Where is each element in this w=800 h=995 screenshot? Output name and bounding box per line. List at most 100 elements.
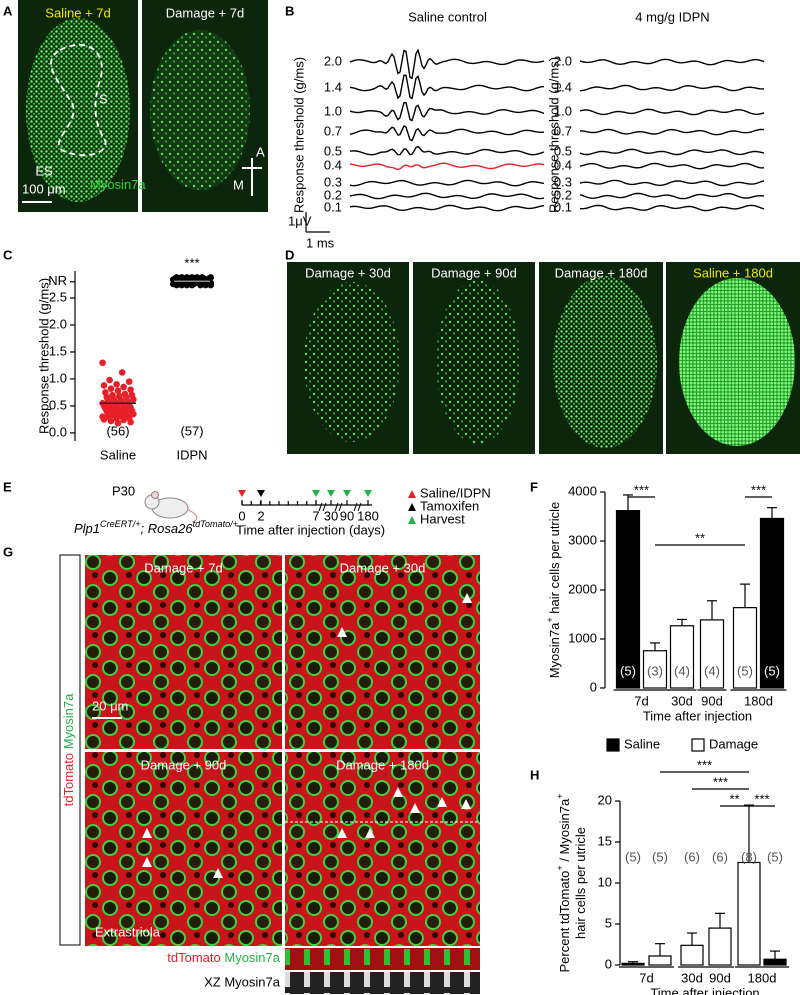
stain-label-part: Myosin7a — [90, 177, 146, 192]
condition-title: 4 mg/g IDPN — [635, 9, 709, 24]
trace — [579, 179, 765, 187]
trace — [579, 148, 765, 156]
legend-label: Harvest — [420, 511, 465, 526]
axis-label: Time after injection — [650, 985, 759, 995]
data-point — [100, 382, 108, 389]
event-marker — [327, 490, 335, 497]
axis-break — [334, 502, 343, 512]
trace — [579, 192, 765, 200]
image-title: Damage + 90d — [431, 265, 517, 280]
trace — [579, 128, 765, 136]
utricle-cells — [304, 282, 400, 442]
axis-label: Response threshold (g/ms) — [546, 57, 561, 213]
orientation-label: M — [233, 177, 244, 192]
trace — [579, 162, 765, 170]
axis-label-part: hair cells per utricle — [547, 502, 562, 618]
y-tick-label: 3000 — [568, 532, 597, 547]
legend-marker — [408, 490, 416, 498]
y-tick-label: 2000 — [568, 581, 597, 596]
micrograph — [285, 555, 480, 749]
level-label: 0.5 — [324, 143, 342, 158]
panel-letter: G — [3, 544, 13, 559]
image-title: Damage + 30d — [305, 265, 391, 280]
level-label: 0.3 — [554, 174, 572, 189]
image-title: Damage + 90d — [141, 757, 227, 772]
arrowhead — [393, 787, 403, 797]
data-point — [130, 396, 137, 403]
arrowhead — [213, 868, 223, 878]
y-tick-label: 2.0 — [49, 316, 67, 331]
y-tick-label: 0.5 — [49, 397, 67, 412]
n-label: (5) — [767, 849, 783, 864]
data-point — [100, 416, 108, 423]
image-title: Damage + 180d — [555, 265, 648, 280]
condition-title: Saline control — [408, 9, 487, 24]
y-tick-label: 0 — [590, 679, 597, 694]
genotype: Plp1CreERT/+; Rosa26tdTomato/+ — [74, 519, 238, 536]
significance: *** — [751, 482, 766, 497]
trace — [349, 48, 545, 80]
y-tick-label: 4000 — [568, 483, 597, 498]
axis-label-part: Myosin7a — [547, 622, 562, 678]
level-label: 0.2 — [554, 187, 572, 202]
y-tick-label: 5 — [605, 915, 612, 930]
significance: *** — [634, 482, 649, 497]
level-label: 0.3 — [324, 174, 342, 189]
utricle-cells — [553, 276, 657, 448]
arrowhead — [437, 797, 447, 807]
trace — [349, 74, 545, 100]
trace — [579, 108, 765, 116]
data-point — [127, 418, 134, 426]
data-point — [118, 369, 126, 376]
bar — [669, 625, 695, 689]
panel-letter: H — [530, 767, 539, 782]
panel-letter: A — [3, 3, 13, 18]
n-label: (57) — [180, 423, 203, 438]
region-label: S — [99, 91, 108, 106]
x-tick-label: 180d — [748, 970, 777, 985]
y-tick-label: 15 — [598, 833, 612, 848]
arrowhead — [365, 828, 375, 838]
mouse-tail — [187, 509, 198, 523]
level-label: 1.0 — [324, 103, 342, 118]
n-label: (5) — [737, 663, 753, 678]
data-point — [198, 280, 206, 288]
level-label: 1.4 — [554, 79, 572, 94]
n-label: (4) — [704, 663, 720, 678]
significance: ** — [729, 791, 739, 806]
bar — [680, 944, 704, 966]
side-label-part: Myosin7a — [61, 693, 76, 753]
bar — [708, 927, 732, 966]
arrowhead — [461, 799, 471, 809]
bar — [737, 861, 761, 966]
n-label: (6) — [712, 849, 728, 864]
event-marker — [257, 490, 265, 497]
event-marker — [364, 490, 372, 497]
legend-swatch — [606, 738, 620, 752]
significance: ** — [695, 530, 705, 545]
xz-label: XZ Myosin7a — [204, 974, 281, 989]
y-tick-label: 1.5 — [49, 343, 67, 358]
arrowhead — [142, 857, 152, 867]
n-label: (56) — [106, 423, 129, 438]
micrograph — [85, 752, 282, 946]
axis-label: hair cells per utricle — [573, 827, 588, 939]
timeline-label: 180 — [357, 508, 379, 523]
axis-label-part: + — [545, 617, 555, 622]
axis-label-part: hair cells per utricle — [573, 827, 588, 939]
bar — [763, 958, 787, 966]
level-label: 0.4 — [554, 157, 572, 172]
timeline-label: 7 — [312, 508, 319, 523]
axis-label: Response threshold (g/ms) — [36, 278, 51, 434]
trace — [349, 145, 545, 156]
utricle-cells — [679, 278, 795, 446]
x-tick-label: 90d — [709, 970, 731, 985]
level-label: 0.1 — [554, 199, 572, 214]
n-label: (5) — [620, 663, 636, 678]
y-tick-label: 0 — [605, 956, 612, 971]
bar — [642, 650, 668, 689]
mouse-ear — [151, 491, 159, 499]
legend-label: Damage — [709, 736, 758, 751]
utricle-cells — [436, 280, 520, 444]
trace — [349, 101, 545, 122]
